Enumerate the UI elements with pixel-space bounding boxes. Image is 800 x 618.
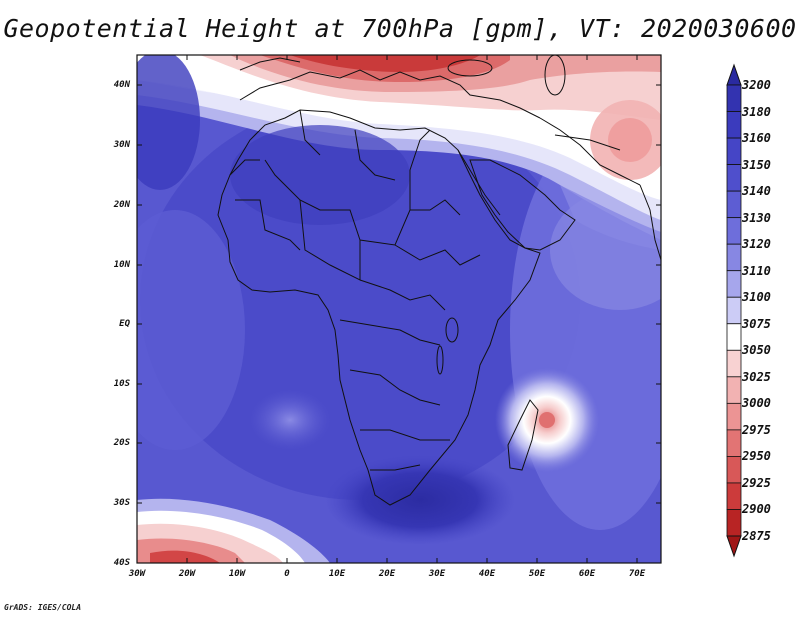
colorbar-label: 3140 (742, 184, 771, 199)
colorbar-label: 3110 (742, 263, 771, 278)
colorbar-label: 3100 (742, 290, 771, 305)
colorbar-label: 3160 (742, 131, 771, 146)
colorbar (726, 63, 742, 558)
lon-label-30w: 30W (128, 569, 146, 579)
colorbar-label: 3075 (742, 316, 771, 331)
axis-ticks (137, 55, 661, 563)
colorbar-label: 3025 (742, 369, 771, 384)
colorbar-swatch (726, 190, 742, 219)
colorbar-label: 3120 (742, 237, 771, 252)
colorbar-label: 2950 (742, 449, 771, 464)
colorbar-triangle-bottom (726, 535, 742, 558)
lat-label-20n: 20N (113, 200, 130, 210)
lon-label-30e: 30E (428, 569, 446, 579)
colorbar-swatch (726, 376, 742, 404)
lon-label-60e: 60E (578, 569, 596, 579)
lon-label-0: 0 (284, 569, 290, 579)
colorbar-triangle-top (726, 63, 742, 86)
colorbar-swatch (726, 270, 742, 298)
colorbar-swatch (726, 509, 742, 537)
coastlines (217, 55, 661, 506)
lon-label-50e: 50E (528, 569, 546, 579)
colorbar-label: 3000 (742, 396, 771, 411)
colorbar-swatch (726, 482, 742, 510)
colorbar-label: 2875 (742, 529, 771, 543)
colorbar-label: 2925 (742, 475, 771, 490)
plot-border (136, 54, 662, 564)
colorbar-swatch (726, 111, 742, 139)
lat-label-10n: 10N (113, 260, 130, 270)
colorbar-swatch (726, 164, 742, 192)
lat-label-10s: 10S (113, 379, 130, 389)
colorbar-label: 2900 (742, 502, 771, 517)
colorbar-swatch (726, 349, 742, 378)
colorbar-label: 3200 (742, 78, 771, 92)
chart-title: Geopotential Height at 700hPa [gpm], VT:… (3, 14, 797, 43)
colorbar-swatch (726, 402, 742, 431)
lon-label-20e: 20E (378, 569, 396, 579)
colorbar-label: 3050 (742, 343, 771, 358)
colorbar-swatch (726, 84, 742, 112)
lon-label-20w: 20W (178, 569, 196, 579)
height-field (137, 55, 661, 563)
lon-label-10e: 10E (328, 569, 346, 579)
colorbar-swatch (726, 217, 742, 245)
colorbar-swatch (726, 456, 742, 484)
credit-text: GrADS: IGES/COLA (4, 603, 82, 612)
colorbar-label: 3180 (742, 104, 771, 119)
colorbar-label: 3150 (742, 157, 771, 172)
colorbar-label: 2975 (742, 422, 771, 437)
lat-label-30s: 30S (113, 498, 130, 508)
colorbar-swatch (726, 243, 742, 272)
lon-label-70e: 70E (628, 569, 646, 579)
lat-label-20s: 20S (113, 438, 130, 448)
lon-label-10w: 10W (228, 569, 246, 579)
lat-label-40n: 40N (113, 80, 130, 90)
lat-label-eq: EQ (119, 319, 130, 329)
colorbar-swatch (726, 137, 742, 165)
colorbar-swatch (726, 323, 742, 351)
colorbar-swatch (726, 296, 742, 325)
colorbar-label: 3130 (742, 210, 771, 225)
colorbar-swatch (726, 429, 742, 457)
lat-label-40s: 40S (113, 558, 130, 568)
lat-label-30n: 30N (113, 140, 130, 150)
lon-label-40e: 40E (478, 569, 496, 579)
